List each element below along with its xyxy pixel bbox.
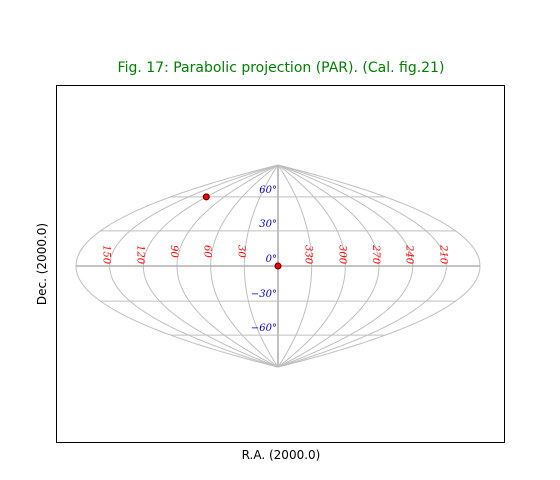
lat-label--60: −60° bbox=[251, 323, 277, 334]
lat-label-30: 30° bbox=[259, 219, 277, 230]
latitude-labels: 60° 30° 0° −30° −60° bbox=[251, 185, 277, 334]
lon-label-240: 240 bbox=[404, 244, 415, 265]
graticule bbox=[75, 164, 481, 368]
lon-label-120: 120 bbox=[134, 245, 145, 265]
x-axis-label: R.A. (2000.0) bbox=[242, 448, 321, 462]
lon-label-270: 270 bbox=[370, 244, 381, 265]
lon-label-330: 330 bbox=[303, 245, 314, 265]
plot-frame bbox=[56, 85, 505, 443]
data-point-1 bbox=[202, 193, 210, 201]
y-axis-label: Dec. (2000.0) bbox=[35, 223, 49, 305]
data-point-2 bbox=[274, 262, 282, 270]
chart-title: Fig. 17: Parabolic projection (PAR). (Ca… bbox=[118, 60, 445, 76]
lon-label-150: 150 bbox=[101, 245, 112, 265]
lat-label-0: 0° bbox=[266, 254, 277, 265]
lon-label-90: 90 bbox=[168, 245, 179, 258]
lon-label-30: 30 bbox=[235, 245, 246, 258]
lon-label-60: 60 bbox=[202, 245, 213, 258]
lat-label-60: 60° bbox=[259, 185, 277, 196]
longitude-labels: 150 120 90 60 30 330 300 270 240 210 bbox=[101, 244, 449, 265]
lat-label--30: −30° bbox=[251, 289, 277, 300]
data-points bbox=[202, 193, 282, 270]
lon-label-210: 210 bbox=[437, 244, 448, 265]
lon-label-300: 300 bbox=[336, 245, 347, 265]
